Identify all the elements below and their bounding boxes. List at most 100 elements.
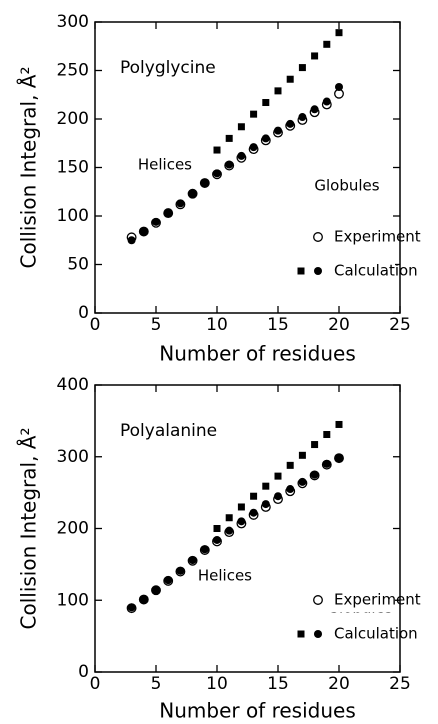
- filled-point: [335, 454, 343, 463]
- open-point: [212, 536, 222, 547]
- square-point: [311, 52, 319, 60]
- square-point: [225, 514, 233, 522]
- open-point: [321, 459, 332, 470]
- square-point: [250, 492, 258, 500]
- open-point: [151, 217, 161, 228]
- x-tick-label: 20: [328, 315, 350, 335]
- y-tick-label: 50: [67, 255, 89, 275]
- legend-bg: [295, 225, 395, 249]
- x-axis-label: Number of residues: [159, 342, 356, 366]
- open-point: [187, 555, 198, 566]
- filled-point: [164, 209, 173, 218]
- filled-point: [249, 508, 258, 517]
- open-point: [151, 585, 161, 596]
- open-point: [313, 232, 323, 242]
- open-point: [313, 595, 323, 605]
- open-point: [321, 99, 332, 110]
- panel-title: Polyglycine: [120, 58, 216, 78]
- x-tick-label: 10: [206, 674, 228, 694]
- y-axis-label: Collision Integral, Å²: [17, 67, 41, 269]
- open-point: [297, 115, 308, 125]
- y-tick-label: 100: [57, 590, 89, 610]
- open-point: [138, 594, 149, 605]
- legend-bg: [295, 588, 395, 612]
- open-point: [138, 226, 149, 237]
- filled-point: [310, 470, 319, 479]
- x-tick-label: 5: [151, 674, 162, 694]
- open-point: [236, 152, 247, 163]
- x-tick-label: 5: [151, 315, 162, 335]
- filled-point: [213, 169, 221, 178]
- x-tick-label: 15: [267, 315, 289, 335]
- open-point: [175, 199, 186, 210]
- y-tick-label: 200: [57, 109, 89, 129]
- filled-point: [310, 105, 319, 114]
- x-tick-label: 0: [90, 315, 101, 335]
- filled-point: [188, 189, 197, 198]
- open-point: [248, 144, 259, 155]
- square-point: [297, 630, 305, 638]
- square-point: [335, 420, 343, 428]
- open-point: [163, 575, 174, 586]
- open-point: [175, 566, 186, 577]
- y-tick-label: 0: [78, 303, 89, 323]
- filled-point: [127, 603, 136, 612]
- annotation: Globules: [314, 177, 379, 195]
- y-axis-label: Collision Integral, Å²: [17, 428, 41, 630]
- square-point: [213, 146, 221, 154]
- square-point: [225, 134, 233, 142]
- square-point: [297, 267, 305, 275]
- filled-point: [322, 97, 331, 106]
- x-tick-label: 0: [90, 674, 101, 694]
- square-point: [286, 75, 294, 83]
- y-tick-label: 100: [57, 206, 89, 226]
- filled-point: [200, 179, 209, 188]
- square-point: [262, 482, 270, 490]
- square-point: [311, 441, 319, 449]
- y-tick-label: 200: [57, 519, 89, 539]
- open-point: [285, 120, 296, 131]
- open-point: [126, 603, 137, 614]
- panel-title: Polyalanine: [120, 421, 217, 441]
- open-point: [236, 518, 247, 529]
- open-point: [309, 470, 320, 481]
- filled-point: [335, 82, 343, 91]
- open-point: [126, 232, 137, 243]
- legend-label: Experiment: [334, 228, 421, 246]
- open-point: [273, 127, 283, 138]
- open-point: [212, 169, 222, 180]
- filled-point: [314, 630, 322, 638]
- filled-point: [237, 517, 246, 526]
- open-point: [285, 486, 296, 497]
- filled-point: [139, 595, 148, 604]
- filled-point: [274, 492, 282, 501]
- filled-point: [225, 160, 234, 169]
- square-point: [335, 29, 343, 37]
- x-axis-label: Number of residues: [159, 699, 356, 723]
- filled-point: [200, 545, 209, 554]
- open-point: [248, 509, 259, 520]
- filled-point: [261, 500, 270, 509]
- y-tick-label: 400: [57, 375, 89, 395]
- open-point: [309, 107, 320, 118]
- filled-point: [152, 586, 160, 595]
- filled-point: [188, 556, 197, 565]
- square-point: [237, 123, 245, 131]
- filled-point: [286, 485, 295, 494]
- x-tick-label: 25: [389, 674, 411, 694]
- square-point: [262, 99, 270, 107]
- x-tick-label: 20: [328, 674, 350, 694]
- legend-bg: [295, 622, 395, 646]
- y-tick-label: 0: [78, 662, 89, 682]
- open-point: [297, 478, 308, 489]
- legend-label: Calculation: [334, 625, 418, 643]
- filled-point: [176, 566, 185, 575]
- open-point: [260, 502, 271, 512]
- square-point: [323, 431, 331, 439]
- square-point: [213, 525, 221, 532]
- open-point: [163, 208, 174, 219]
- square-point: [298, 451, 306, 459]
- annotation: Helices: [198, 567, 252, 585]
- square-point: [237, 503, 245, 511]
